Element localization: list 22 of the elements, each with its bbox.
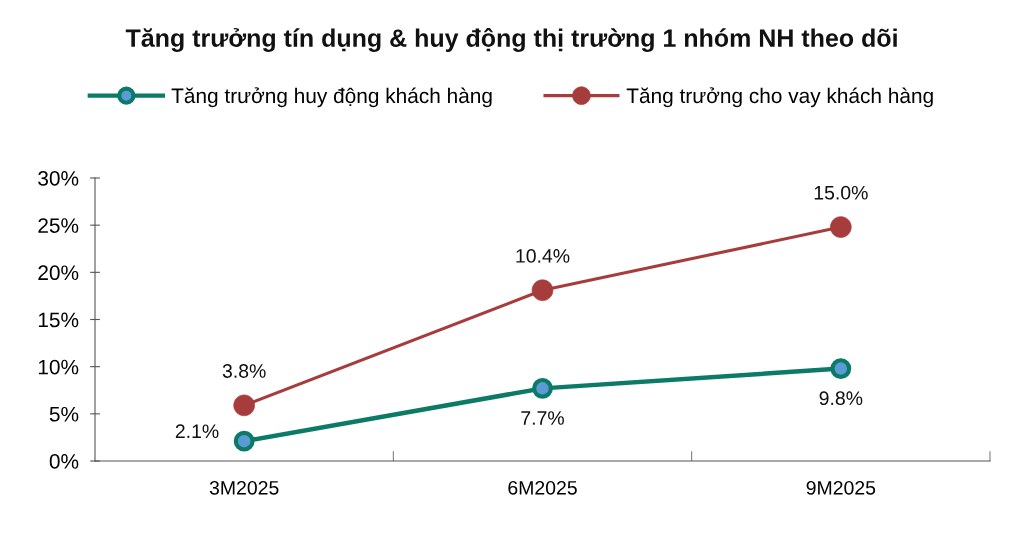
legend-label: Tăng trưởng cho vay khách hàng [626,87,933,108]
y-tick-label: 0% [49,454,79,469]
data-label: 2.1% [175,424,219,438]
x-tick-label: 6M2025 [508,480,577,495]
annotation: 15.0% [814,185,868,200]
y-tick-label: 30% [38,171,79,186]
y-tick-label: 5% [49,406,79,422]
point [830,358,852,379]
point [233,430,255,452]
y-tick-label: 10% [38,359,79,375]
y-tick-label: 15% [38,312,79,328]
point [532,377,553,399]
annotation: 3.8% [222,364,266,378]
y-tick-label: 20% [38,265,79,281]
x-tick-label: 3M2025 [209,480,279,495]
chart-title: Tăng trưởng tín dụng & huy động thị trường 1 nhóm NH theo dõi [125,28,897,52]
y-tick-label: 25% [38,218,79,233]
data-label: 7.7% [521,411,564,425]
annotation: 10.4% [516,249,570,263]
data-label: 9.8% [819,391,863,406]
x-tick-label: 9M2025 [806,480,876,495]
legend-label: Tăng trưởng huy động khách hàng [171,87,492,108]
